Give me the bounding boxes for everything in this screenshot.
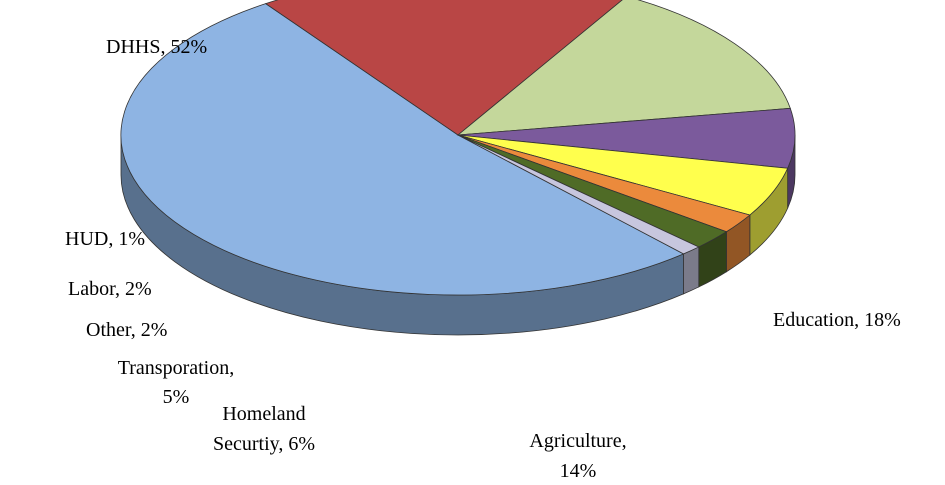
data-label-transporation: Transporation, 5% bbox=[118, 357, 234, 408]
pie-wall-hud bbox=[683, 246, 700, 295]
pie-slice-dhhs bbox=[120, 3, 685, 296]
pie-top-slices bbox=[120, 0, 796, 296]
pie-slice-agriculture bbox=[456, 0, 791, 136]
pie-walls bbox=[120, 134, 796, 336]
data-label-education: Education, 18% bbox=[773, 309, 901, 331]
data-label-other: Other, 2% bbox=[86, 319, 167, 341]
data-label-dhhs: DHHS, 52% bbox=[106, 36, 207, 58]
pie-slice-homeland-securtiy bbox=[457, 107, 796, 169]
data-label-labor: Labor, 2% bbox=[68, 278, 152, 300]
pie-slice-education bbox=[264, 0, 623, 136]
data-label-agriculture: Agriculture, 14% bbox=[529, 430, 626, 482]
pie-slice-hud bbox=[457, 134, 700, 255]
pie-labels: DHHS, 52% Education, 18% Agriculture, 14% Ho… bbox=[65, 36, 901, 482]
data-label-hud: HUD, 1% bbox=[65, 228, 145, 250]
data-label-homeland-securtiy: Homeland Securtiy, 6% bbox=[213, 403, 315, 455]
